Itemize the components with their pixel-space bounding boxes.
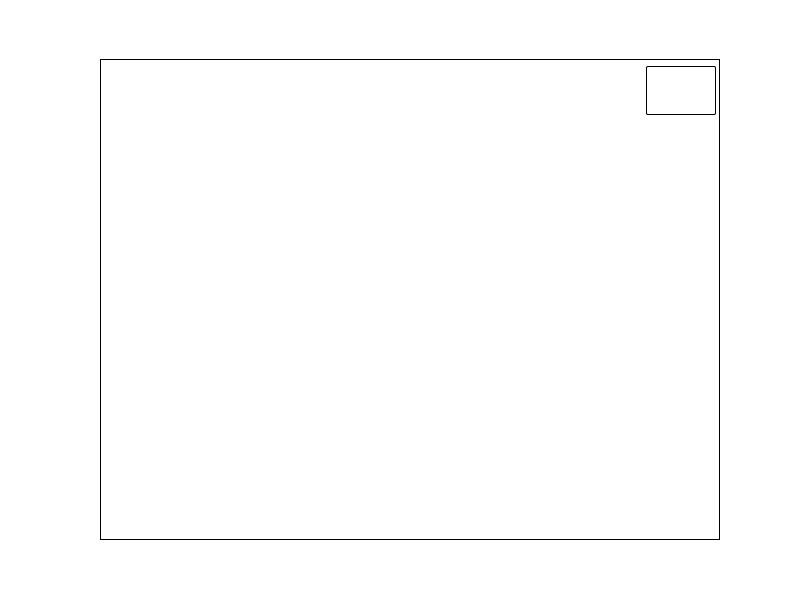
legend [646, 66, 716, 115]
axes-frame [100, 59, 720, 540]
plot-area [100, 59, 720, 540]
